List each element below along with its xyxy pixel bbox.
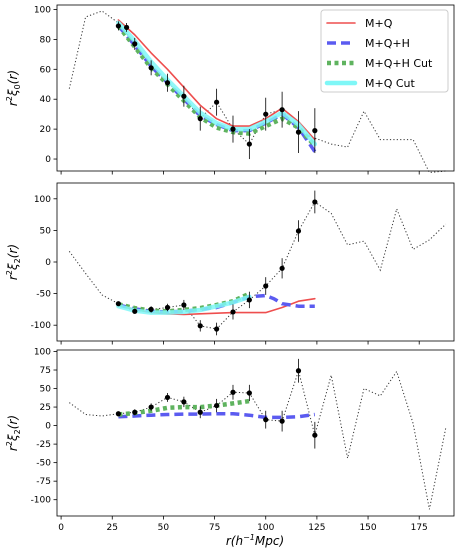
data-point xyxy=(246,141,252,147)
ytick-label: 100 xyxy=(34,5,51,15)
ytick-label: 80 xyxy=(40,35,52,45)
xtick-label: 175 xyxy=(411,523,428,533)
data-point xyxy=(263,283,269,289)
ytick-label: 50 xyxy=(40,385,52,395)
data-point xyxy=(214,402,220,409)
panel-top: r2ξ0(r) M+Q M+Q+H M+Q+H Cut M+Q Cut 0 20 40 60… xyxy=(5,4,455,175)
data-point xyxy=(164,80,171,86)
reference-dotted-line xyxy=(68,201,447,330)
x-axis-label: r(h−1Mpc) xyxy=(226,533,284,548)
data-point xyxy=(312,199,318,205)
ytick-label: 0 xyxy=(45,422,51,432)
data-point xyxy=(115,23,121,29)
legend-label: M+Q xyxy=(365,17,393,30)
data-point xyxy=(295,228,302,234)
data-point xyxy=(164,304,171,311)
data-point xyxy=(312,128,318,134)
data-point xyxy=(295,129,302,135)
y-axis-label-top: r2ξ0(r) xyxy=(5,70,22,106)
axes-frame-top xyxy=(56,4,455,172)
data-point xyxy=(115,411,121,417)
y-axis-label-bottom: r2ξ2(r) xyxy=(5,415,22,451)
data-point xyxy=(132,409,138,415)
legend-label: M+Q+H xyxy=(365,37,410,50)
data-point xyxy=(279,107,285,113)
data-point xyxy=(148,404,154,410)
xtick-label: 100 xyxy=(257,523,274,533)
data-point xyxy=(263,417,269,423)
ytick-label: 25 xyxy=(40,403,51,413)
data-point xyxy=(164,394,171,401)
ytick-label: -100 xyxy=(31,496,52,506)
data-point xyxy=(230,126,236,132)
data-point xyxy=(181,93,187,99)
ytick-label: 100 xyxy=(34,195,51,205)
ytick-label: 0 xyxy=(45,155,51,165)
series-m-q-cut xyxy=(116,294,252,315)
series-m-q-h-cut xyxy=(116,24,317,148)
data-point xyxy=(132,41,138,47)
data-point xyxy=(295,368,302,374)
data-point xyxy=(148,306,154,312)
legend: M+Q M+Q+H M+Q+H Cut M+Q Cut xyxy=(320,9,449,93)
data-point xyxy=(263,111,269,117)
data-point xyxy=(312,432,318,438)
axes-frame-middle xyxy=(56,182,455,342)
data-point xyxy=(246,297,252,303)
ytick-label: -25 xyxy=(36,440,51,450)
legend-label: M+Q Cut xyxy=(365,77,416,90)
data-point xyxy=(197,323,203,329)
xtick-label: 50 xyxy=(158,523,170,533)
ytick-label: 20 xyxy=(40,125,52,135)
data-point xyxy=(230,309,236,315)
ytick-label: 100 xyxy=(34,347,51,357)
data-point xyxy=(197,409,203,415)
ytick-label: 50 xyxy=(40,226,52,236)
ytick-label: -50 xyxy=(36,290,51,300)
data-point xyxy=(214,99,220,105)
panel-middle: r2ξ2(r) -100 -50 0 50 100 xyxy=(5,182,455,345)
y-axis-label-middle: r2ξ2(r) xyxy=(5,244,22,280)
ytick-label: 75 xyxy=(40,366,51,376)
ytick-label: -50 xyxy=(36,459,51,469)
xtick-label: 75 xyxy=(209,523,220,533)
ytick-label: 60 xyxy=(40,65,52,75)
data-point xyxy=(123,24,130,31)
xtick-label: 150 xyxy=(359,523,376,533)
data-point xyxy=(132,308,138,314)
legend-box xyxy=(320,9,449,93)
reference-dotted-line xyxy=(69,369,447,510)
data-point xyxy=(181,302,187,308)
xtick-label: 0 xyxy=(58,523,64,533)
data-point xyxy=(148,65,154,71)
ytick-label: 0 xyxy=(45,258,51,268)
data-point xyxy=(279,265,285,271)
axes-frame-bottom xyxy=(56,349,455,517)
xtick-label: 125 xyxy=(308,523,325,533)
ytick-label: -100 xyxy=(31,321,52,331)
data-point xyxy=(214,326,220,332)
data-point xyxy=(181,399,187,405)
xtick-label: 25 xyxy=(107,523,118,533)
data-point xyxy=(197,116,203,122)
panel-bottom: r2ξ2(r) r(h−1Mpc) -100 -75 -50 -25 0 25 50 75 10… xyxy=(5,347,455,548)
series-m-q-h xyxy=(118,411,316,420)
data-point xyxy=(279,418,285,424)
ytick-label: -75 xyxy=(36,477,51,487)
ytick-label: 40 xyxy=(40,95,52,105)
data-point xyxy=(115,301,121,307)
data-point xyxy=(230,389,236,395)
data-point xyxy=(246,390,252,396)
legend-label: M+Q+H Cut xyxy=(365,57,433,70)
